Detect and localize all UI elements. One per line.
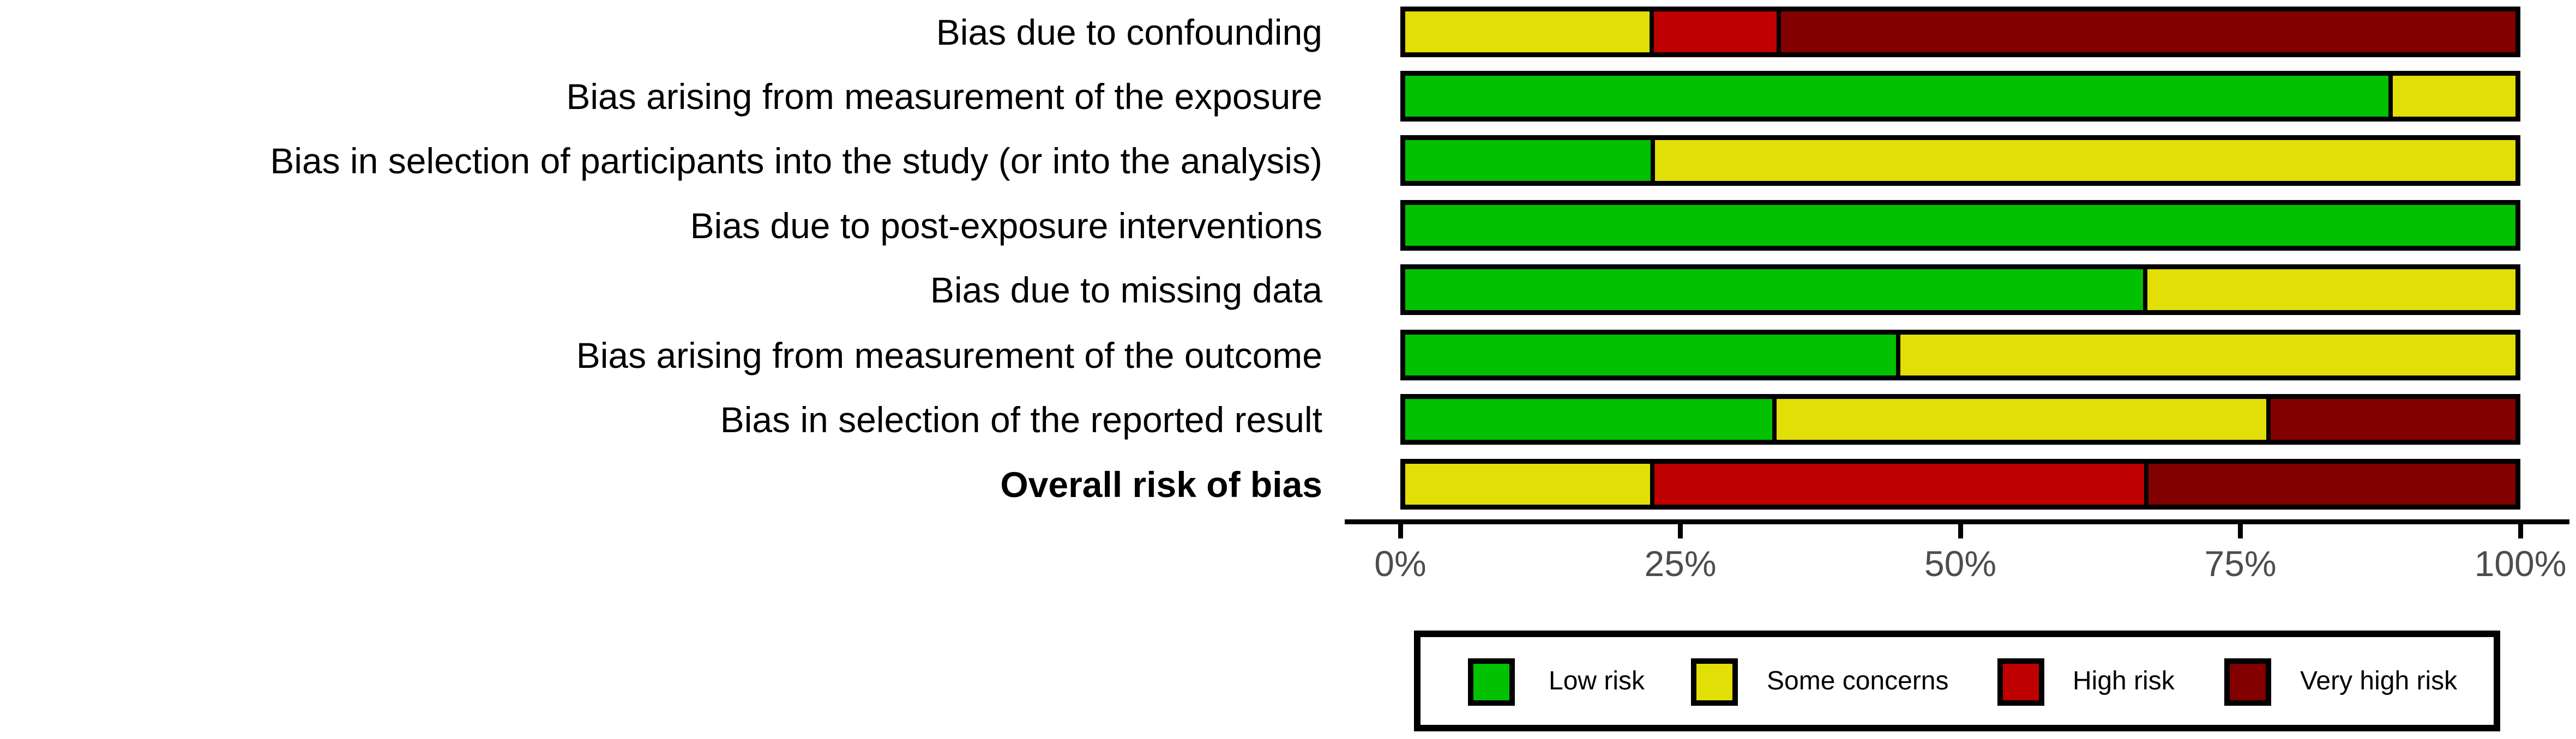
category-label: Bias due to post-exposure interventions bbox=[690, 205, 1322, 246]
x-axis-tick bbox=[1678, 524, 1683, 538]
x-axis-tick-label: 25% bbox=[1644, 543, 1717, 584]
stacked-bar bbox=[1400, 7, 2520, 57]
category-label: Overall risk of bias bbox=[1000, 464, 1322, 505]
bar-segment-very-high-risk bbox=[2148, 464, 2515, 505]
bar-segment-high-risk bbox=[1654, 464, 2144, 505]
legend-swatch-very-high-risk bbox=[2224, 658, 2271, 706]
bar-segment-very-high-risk bbox=[1780, 11, 2515, 52]
bar-segment-low-risk bbox=[1405, 335, 1897, 375]
x-axis-line bbox=[1345, 519, 2569, 524]
bar-segment-some-concerns bbox=[1405, 464, 1650, 505]
bar-segment-some-concerns bbox=[1405, 11, 1650, 52]
bar-segment-low-risk bbox=[1405, 140, 1651, 181]
bar-segment-some-concerns bbox=[1655, 140, 2515, 181]
stacked-bar bbox=[1400, 71, 2520, 122]
legend-label: Some concerns bbox=[1767, 667, 1949, 695]
category-label: Bias arising from measurement of the out… bbox=[576, 335, 1322, 375]
bar-segment-low-risk bbox=[1405, 76, 2388, 117]
bar-segment-low-risk bbox=[1405, 205, 2515, 246]
stacked-bar bbox=[1400, 200, 2520, 251]
bar-segment-very-high-risk bbox=[2271, 399, 2515, 440]
bar-segment-low-risk bbox=[1405, 399, 1773, 440]
legend-label: High risk bbox=[2073, 667, 2175, 695]
category-label: Bias due to confounding bbox=[936, 11, 1322, 52]
bar-segment-some-concerns bbox=[1777, 399, 2267, 440]
category-label: Bias in selection of participants into t… bbox=[270, 140, 1322, 181]
x-axis-tick bbox=[2518, 524, 2523, 538]
bar-segment-some-concerns bbox=[1900, 335, 2515, 375]
x-axis-tick bbox=[1398, 524, 1403, 538]
bar-segment-low-risk bbox=[1405, 269, 2143, 310]
x-axis-tick bbox=[1958, 524, 1963, 538]
legend-swatch-high-risk bbox=[1997, 658, 2044, 706]
legend-label: Very high risk bbox=[2300, 667, 2458, 695]
category-label: Bias due to missing data bbox=[930, 269, 1322, 310]
x-axis-tick bbox=[2238, 524, 2243, 538]
stacked-bar bbox=[1400, 330, 2520, 380]
stacked-bar bbox=[1400, 459, 2520, 510]
legend-label: Low risk bbox=[1549, 667, 1645, 695]
stacked-bar bbox=[1400, 394, 2520, 445]
x-axis-tick-label: 100% bbox=[2474, 543, 2567, 584]
x-axis-tick-label: 50% bbox=[1924, 543, 1997, 584]
legend-swatch-low-risk bbox=[1468, 658, 1515, 706]
legend-swatch-some-concerns bbox=[1691, 658, 1738, 706]
bar-segment-high-risk bbox=[1654, 11, 1777, 52]
legend-box: Low risk Some concerns High risk Very high … bbox=[1414, 631, 2500, 731]
bar-segment-some-concerns bbox=[2392, 76, 2515, 117]
x-axis-tick-label: 0% bbox=[1374, 543, 1427, 584]
x-axis-tick-label: 75% bbox=[2204, 543, 2277, 584]
bar-segment-some-concerns bbox=[2147, 269, 2515, 310]
category-label: Bias in selection of the reported result bbox=[720, 399, 1322, 440]
category-label: Bias arising from measurement of the exp… bbox=[566, 76, 1322, 117]
stacked-bar bbox=[1400, 264, 2520, 315]
stacked-bar bbox=[1400, 135, 2520, 186]
